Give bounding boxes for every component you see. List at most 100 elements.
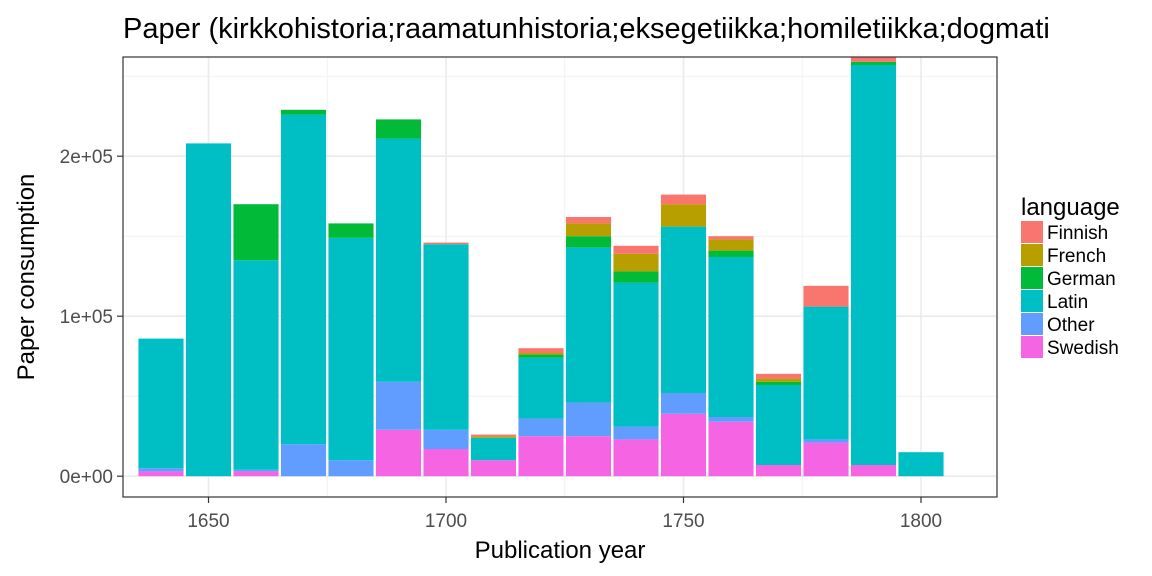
bar-latin-1750 xyxy=(660,226,707,393)
bar-latin-1730 xyxy=(565,247,612,403)
chart-title: Paper (kirkkohistoria;raamatunhistoria;e… xyxy=(123,13,1050,45)
bar-latin-1700 xyxy=(423,244,469,430)
x-tick-label: 1700 xyxy=(425,511,467,532)
bar-latin-1720 xyxy=(518,357,564,419)
bar-swedish-1750 xyxy=(660,413,707,477)
legend-key-other xyxy=(1021,313,1043,335)
bar-finnish-1700 xyxy=(423,242,469,245)
bar-french-1710 xyxy=(470,436,517,438)
legend-label-swedish: Swedish xyxy=(1047,338,1119,359)
y-axis: 0e+00 1e+05 2e+05 xyxy=(60,147,123,488)
x-axis-title: Publication year xyxy=(475,537,646,564)
bar-swedish-1770 xyxy=(755,465,802,477)
bar-latin-1800 xyxy=(898,452,944,477)
bar-other-1700 xyxy=(423,429,469,449)
legend-key-swedish xyxy=(1021,336,1043,358)
bar-other-1730 xyxy=(565,402,612,437)
bar-swedish-1700 xyxy=(423,449,469,477)
legend-key-latin xyxy=(1021,290,1043,312)
bar-latin-1660 xyxy=(233,260,279,470)
bar-finnish-1790 xyxy=(850,57,897,62)
bar-german-1690 xyxy=(375,119,422,139)
bar-german-1680 xyxy=(328,223,374,238)
bar-latin-1760 xyxy=(708,257,754,417)
bar-german-1760 xyxy=(708,250,754,257)
bar-finnish-1780 xyxy=(803,285,849,307)
y-tick-label: 1e+05 xyxy=(60,307,113,328)
bar-german-1770 xyxy=(755,381,802,385)
x-tick-label: 1650 xyxy=(187,511,229,532)
bar-latin-1710 xyxy=(470,437,517,461)
bar-swedish-1690 xyxy=(375,429,422,477)
bar-swedish-1790 xyxy=(850,465,897,477)
legend-key-german xyxy=(1021,267,1043,289)
legend-label-french: French xyxy=(1047,246,1106,267)
plot-panel xyxy=(122,56,998,498)
bar-german-1670 xyxy=(280,109,327,115)
legend-key-french xyxy=(1021,244,1043,266)
bar-latin-1780 xyxy=(803,306,849,440)
bar-german-1790 xyxy=(850,61,897,65)
bar-finnish-1750 xyxy=(660,194,707,205)
bar-finnish-1770 xyxy=(755,373,802,379)
bar-other-1720 xyxy=(518,418,564,437)
bar-swedish-1660 xyxy=(233,471,279,477)
bar-swedish-1740 xyxy=(613,439,659,477)
x-tick-label: 1800 xyxy=(900,511,942,532)
bar-german-1730 xyxy=(565,236,612,248)
bar-swedish-1730 xyxy=(565,436,612,477)
legend-label-other: Other xyxy=(1047,315,1095,336)
bar-latin-1650 xyxy=(185,143,232,477)
y-tick-label: 0e+00 xyxy=(60,467,113,488)
y-axis-title: Paper consumption xyxy=(13,174,40,381)
bar-latin-1770 xyxy=(755,385,802,465)
y-tick-label: 2e+05 xyxy=(60,147,113,168)
bar-other-1750 xyxy=(660,393,707,414)
x-tick-label: 1750 xyxy=(662,511,704,532)
legend-label-german: German xyxy=(1047,269,1116,290)
legend: language FinnishFrenchGermanLatinOtherSw… xyxy=(1021,194,1120,359)
bar-german-1740 xyxy=(613,271,659,283)
bar-latin-1790 xyxy=(850,65,897,465)
bar-other-1680 xyxy=(328,460,374,477)
legend-label-finnish: Finnish xyxy=(1047,223,1108,244)
bar-other-1660 xyxy=(233,469,279,472)
bar-other-1760 xyxy=(708,417,754,422)
bar-german-1660 xyxy=(233,204,279,261)
bar-latin-1670 xyxy=(280,114,327,445)
bar-swedish-1640 xyxy=(138,471,184,477)
bar-other-1670 xyxy=(280,444,327,477)
bar-latin-1640 xyxy=(138,338,184,469)
legend-label-latin: Latin xyxy=(1047,292,1088,313)
bar-finnish-1740 xyxy=(613,245,659,254)
bar-french-1730 xyxy=(565,223,612,237)
bar-other-1780 xyxy=(803,439,849,443)
bars xyxy=(138,57,944,477)
bar-latin-1690 xyxy=(375,138,422,382)
bar-swedish-1760 xyxy=(708,421,754,477)
bar-french-1770 xyxy=(755,378,802,382)
plot-border xyxy=(122,56,998,498)
bar-finnish-1720 xyxy=(518,348,564,353)
bar-finnish-1730 xyxy=(565,217,612,224)
bar-french-1760 xyxy=(708,239,754,251)
bar-french-1720 xyxy=(518,353,564,355)
bar-french-1740 xyxy=(613,253,659,272)
legend-title: language xyxy=(1021,194,1120,221)
bar-swedish-1710 xyxy=(470,460,517,477)
bar-finnish-1710 xyxy=(470,434,517,437)
bar-latin-1680 xyxy=(328,237,374,461)
bar-swedish-1720 xyxy=(518,436,564,477)
bar-german-1720 xyxy=(518,354,564,358)
x-axis: 1650 1700 1750 1800 xyxy=(187,497,942,532)
bar-other-1640 xyxy=(138,468,184,472)
bar-other-1690 xyxy=(375,381,422,430)
bar-other-1740 xyxy=(613,426,659,440)
bar-swedish-1780 xyxy=(803,442,849,477)
legend-key-finnish xyxy=(1021,221,1043,243)
bar-latin-1740 xyxy=(613,282,659,427)
bar-finnish-1760 xyxy=(708,236,754,240)
bar-french-1750 xyxy=(660,204,707,227)
